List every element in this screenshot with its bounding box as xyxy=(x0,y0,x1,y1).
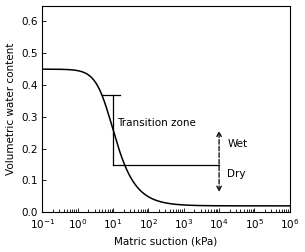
Y-axis label: Volumetric water content: Volumetric water content xyxy=(5,43,16,175)
Text: Wet: Wet xyxy=(227,139,247,149)
Text: Dry: Dry xyxy=(227,169,246,179)
X-axis label: Matric suction (kPa): Matric suction (kPa) xyxy=(114,236,218,246)
Text: Transition zone: Transition zone xyxy=(117,118,196,129)
